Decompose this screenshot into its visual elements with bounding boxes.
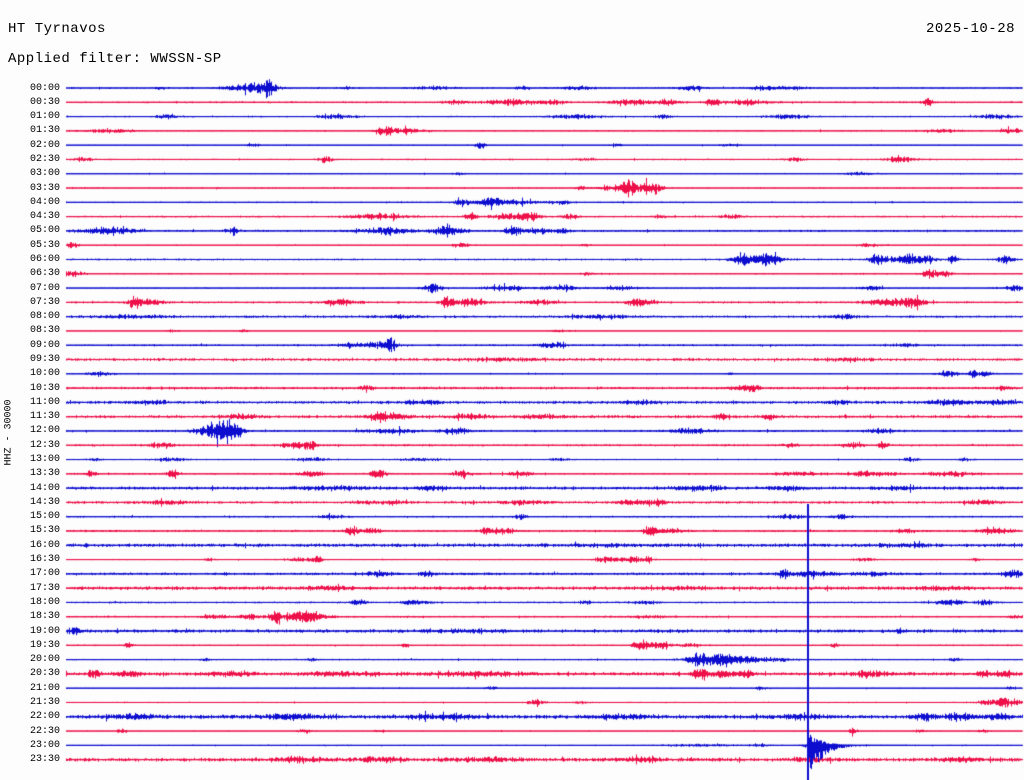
row-time-label: 15:30: [29, 525, 60, 537]
row-time-label: 13:00: [29, 454, 60, 466]
row-time-label: 11:00: [29, 396, 60, 408]
row-time-label: 10:30: [29, 382, 60, 394]
row-time-label: 22:30: [29, 725, 60, 737]
row-time-label: 21:30: [29, 696, 60, 708]
row-time-label: 16:30: [29, 554, 60, 566]
row-time-label: 05:00: [29, 225, 60, 237]
station-title: HT Tyrnavos: [8, 21, 106, 37]
row-time-label: 04:30: [29, 211, 60, 223]
row-time-label: 10:00: [29, 368, 60, 380]
row-time-label: 20:30: [29, 668, 60, 680]
row-time-label: 07:00: [29, 282, 60, 294]
row-time-label: 11:30: [29, 411, 60, 423]
row-time-label: 02:30: [29, 153, 60, 165]
row-time-label: 00:30: [29, 96, 60, 108]
row-time-label: 05:30: [29, 239, 60, 251]
row-time-label: 14:30: [29, 496, 60, 508]
row-time-label: 12:00: [29, 425, 60, 437]
row-time-label: 23:30: [29, 754, 60, 766]
row-time-label: 06:30: [29, 268, 60, 280]
row-time-label: 00:00: [29, 82, 60, 94]
row-time-label: 19:00: [29, 625, 60, 637]
row-time-label: 01:00: [29, 111, 60, 123]
row-time-label: 21:00: [29, 682, 60, 694]
applied-filter-label: Applied filter: WWSSN-SP: [8, 51, 222, 67]
row-time-label: 22:00: [29, 711, 60, 723]
row-time-label: 08:30: [29, 325, 60, 337]
row-time-label: 07:30: [29, 296, 60, 308]
row-time-label: 09:00: [29, 339, 60, 351]
row-time-label: 18:00: [29, 596, 60, 608]
row-time-label: 15:00: [29, 511, 60, 523]
row-time-label: 16:00: [29, 539, 60, 551]
row-time-label: 17:30: [29, 582, 60, 594]
row-time-label: 09:30: [29, 354, 60, 365]
row-time-label: 13:30: [29, 468, 60, 480]
row-time-label: 01:30: [29, 125, 60, 137]
row-time-label: 03:00: [29, 168, 60, 180]
row-time-label: 06:00: [29, 253, 60, 265]
row-time-label: 08:00: [29, 311, 60, 323]
time-axis-labels: 00:00 00:30 01:00 01:30 02:00 02:30 03:00 03:30…: [0, 0, 60, 780]
row-time-label: 12:30: [29, 439, 60, 451]
row-time-label: 20:00: [29, 654, 60, 666]
row-time-label: 19:30: [29, 639, 60, 651]
row-time-label: 18:30: [29, 611, 60, 623]
record-date: 2025-10-28: [925, 21, 1015, 37]
row-time-label: 17:00: [29, 568, 60, 580]
row-time-label: 03:30: [29, 182, 60, 194]
row-time-label: 14:00: [29, 482, 60, 494]
row-time-label: 04:00: [29, 196, 60, 208]
row-time-label: 23:00: [29, 739, 60, 751]
row-time-label: 02:00: [29, 139, 60, 151]
